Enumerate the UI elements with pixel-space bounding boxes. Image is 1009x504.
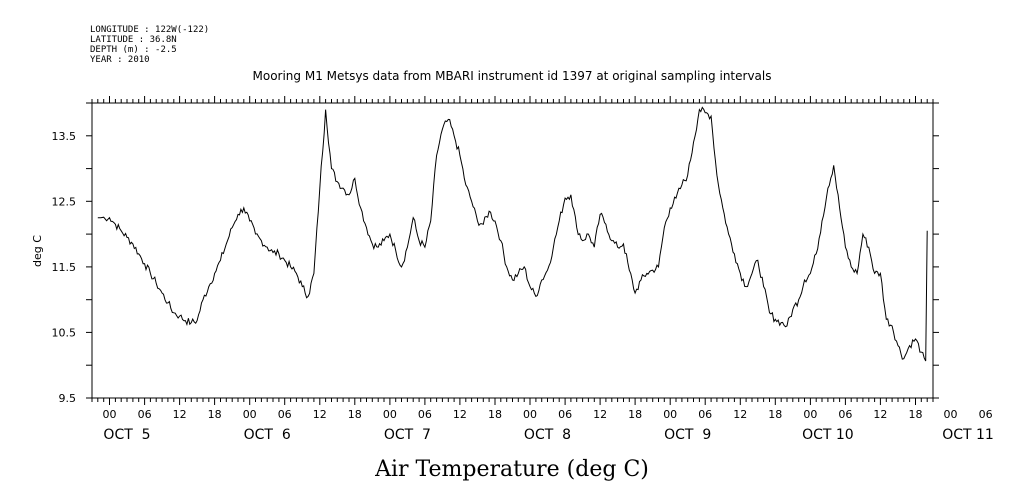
axis-ticks <box>86 96 939 405</box>
latitude-label: LATITUDE : 36.8N <box>90 35 177 45</box>
x-tick-label: 00 <box>523 408 537 421</box>
x-tick-label: 06 <box>838 408 852 421</box>
x-tick-label: 06 <box>138 408 152 421</box>
y-tick-label: 10.5 <box>52 326 77 339</box>
day-label: OCT 6 <box>244 427 291 443</box>
x-tick-label: 18 <box>488 408 502 421</box>
year-label: YEAR : 2010 <box>90 55 150 65</box>
x-tick-label: 00 <box>383 408 397 421</box>
plot-frame <box>91 102 934 399</box>
x-tick-label: 18 <box>348 408 362 421</box>
x-tick-labels: 00 06 12 18 00 06 12 18 00 06 12 18 00 06 12 18 00 06 12 18… <box>103 408 993 421</box>
day-label: OCT 10 <box>802 427 854 443</box>
day-label: OCT 11 <box>942 427 994 443</box>
y-tick-label: 9.5 <box>59 392 77 405</box>
x-tick-label: 12 <box>593 408 607 421</box>
x-tick-label: 12 <box>173 408 187 421</box>
x-axis-label: Air Temperature (deg C) <box>374 457 649 482</box>
x-tick-label: 06 <box>278 408 292 421</box>
x-tick-label: 00 <box>103 408 117 421</box>
x-tick-label: 12 <box>873 408 887 421</box>
x-tick-label: 18 <box>909 408 923 421</box>
x-tick-label: 12 <box>313 408 327 421</box>
air-temperature-line <box>97 106 928 362</box>
day-label: OCT 7 <box>384 427 431 443</box>
day-labels: OCT 5 OCT 6 OCT 7 OCT 8 OCT 9 OCT 10 OCT 11 <box>103 427 993 443</box>
y-tick-label: 13.5 <box>52 130 77 143</box>
y-tick-label: 12.5 <box>52 195 77 208</box>
x-tick-label: 06 <box>418 408 432 421</box>
day-label: OCT 9 <box>664 427 711 443</box>
x-tick-label: 12 <box>733 408 747 421</box>
x-tick-label: 06 <box>979 408 993 421</box>
x-tick-label: 00 <box>803 408 817 421</box>
x-tick-label: 00 <box>944 408 958 421</box>
x-tick-label: 06 <box>558 408 572 421</box>
day-label: OCT 8 <box>524 427 571 443</box>
x-tick-label: 00 <box>663 408 677 421</box>
day-label: OCT 5 <box>103 427 150 443</box>
x-tick-label: 18 <box>208 408 222 421</box>
x-tick-label: 12 <box>453 408 467 421</box>
y-axis-label: deg C <box>31 235 44 267</box>
longitude-label: LONGITUDE : 122W(-122) <box>90 25 209 35</box>
x-tick-label: 18 <box>768 408 782 421</box>
y-tick-label: 11.5 <box>52 261 77 274</box>
x-tick-label: 18 <box>628 408 642 421</box>
x-tick-label: 06 <box>698 408 712 421</box>
depth-label: DEPTH (m) : -2.5 <box>90 45 177 55</box>
y-tick-labels: 9.5 10.5 11.5 12.5 13.5 <box>52 130 77 405</box>
x-tick-label: 00 <box>243 408 257 421</box>
chart-title: Mooring M1 Metsys data from MBARI instru… <box>253 69 772 83</box>
